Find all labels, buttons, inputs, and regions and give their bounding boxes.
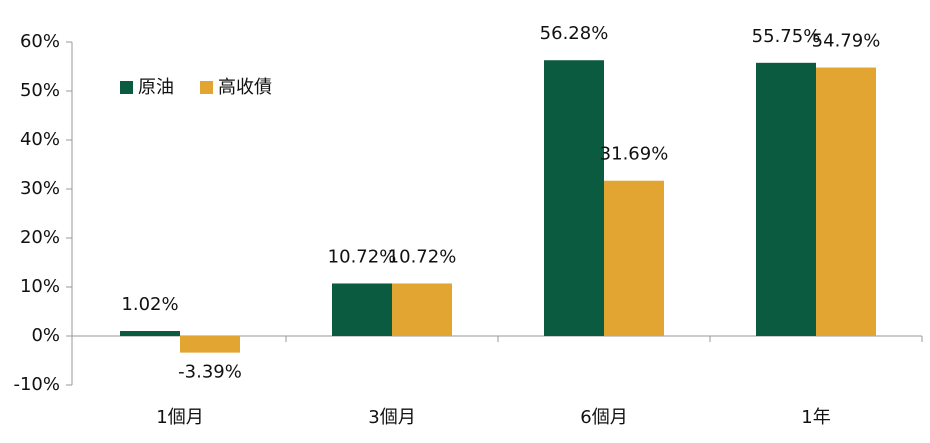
value-label: 54.79% [812, 31, 881, 52]
value-label: 55.75% [752, 26, 821, 47]
bar [332, 283, 392, 336]
value-label: 56.28% [540, 23, 609, 44]
bar [816, 67, 876, 337]
value-label: 10.72% [328, 246, 397, 267]
bar [756, 62, 816, 336]
value-label: 10.72% [388, 246, 457, 267]
x-tick-label: 1個月 [156, 407, 203, 428]
legend-swatch [120, 81, 133, 94]
bar [120, 331, 180, 336]
legend-label: 原油 [138, 77, 174, 98]
y-tick-label: 40% [20, 129, 60, 150]
y-tick-label: 30% [20, 178, 60, 199]
bar [392, 283, 452, 336]
bar [604, 180, 664, 336]
bar [544, 60, 604, 337]
y-tick-label: 20% [20, 227, 60, 248]
y-tick-label: 10% [20, 276, 60, 297]
y-tick-label: 50% [20, 80, 60, 101]
x-tick-label: 3個月 [368, 407, 415, 428]
y-tick-label: 0% [31, 325, 60, 346]
bar [180, 336, 240, 353]
x-tick-label: 1年 [801, 407, 830, 428]
legend-label: 高收債 [218, 77, 272, 98]
x-tick-label: 6個月 [580, 407, 627, 428]
y-tick-label: -10% [13, 374, 60, 395]
legend-swatch [200, 81, 213, 94]
value-label: -3.39% [178, 362, 242, 383]
value-label: 31.69% [600, 144, 669, 165]
value-label: 1.02% [121, 294, 178, 315]
y-tick-label: 60% [20, 31, 60, 52]
